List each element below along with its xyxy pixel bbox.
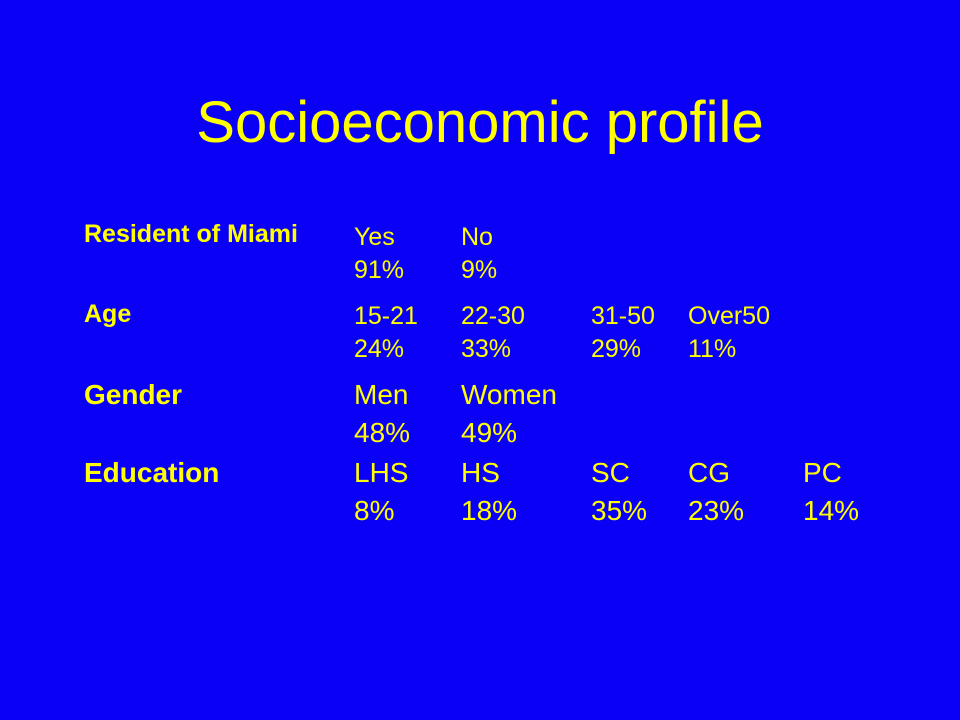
cell-header: 22-30 xyxy=(461,302,525,330)
cell-header: 15-21 xyxy=(354,302,418,330)
table-cell: Women 49% xyxy=(461,376,557,452)
cell-value: 14% xyxy=(803,495,860,526)
cell-header: SC xyxy=(591,457,630,488)
slide-title: Socioeconomic profile xyxy=(196,90,764,155)
cell-value: 18% xyxy=(461,495,518,526)
table-cell: Over50 11% xyxy=(688,300,770,366)
row-age: Age 15-21 24% 22-30 33% 31-50 29% Over50… xyxy=(84,298,884,378)
cell-header: 31-50 xyxy=(591,302,655,330)
table-cell: 31-50 29% xyxy=(591,300,655,366)
table-cell: PC 14% xyxy=(803,454,859,530)
row-label: Gender xyxy=(84,379,183,410)
cell-header: Yes xyxy=(354,223,395,251)
cell-value: 91% xyxy=(354,256,405,284)
row-label: Age xyxy=(84,300,132,328)
table-cell: Men 48% xyxy=(354,376,410,452)
cell-header: No xyxy=(461,223,493,251)
row-education: Education LHS 8% HS 18% SC 35% CG 23% PC… xyxy=(84,454,884,534)
cell-value: 48% xyxy=(354,417,411,448)
table-cell: SC 35% xyxy=(591,454,647,530)
table-cell: No 9% xyxy=(461,221,497,287)
cell-header: Women xyxy=(461,379,557,410)
cell-header: Over50 xyxy=(688,302,770,330)
table-cell: LHS 8% xyxy=(354,454,408,530)
cell-header: LHS xyxy=(354,457,409,488)
cell-value: 35% xyxy=(591,495,648,526)
table-cell: Yes 91% xyxy=(354,221,404,287)
row-label: Education xyxy=(84,457,220,488)
cell-value: 23% xyxy=(688,495,745,526)
row-resident-of-miami: Resident of Miami Yes 91% No 9% xyxy=(84,218,884,298)
cell-value: 24% xyxy=(354,335,405,363)
cell-value: 29% xyxy=(591,335,642,363)
cell-header: Men xyxy=(354,379,409,410)
table-cell: 15-21 24% xyxy=(354,300,418,366)
cell-value: 49% xyxy=(461,417,518,448)
cell-value: 8% xyxy=(354,495,395,526)
cell-header: PC xyxy=(803,457,842,488)
row-label: Resident of Miami xyxy=(84,220,298,248)
table-cell: 22-30 33% xyxy=(461,300,525,366)
cell-header: HS xyxy=(461,457,500,488)
cell-value: 33% xyxy=(461,335,512,363)
row-gender: Gender Men 48% Women 49% xyxy=(84,376,884,456)
table-cell: HS 18% xyxy=(461,454,517,530)
cell-value: 9% xyxy=(461,256,498,284)
table-cell: CG 23% xyxy=(688,454,744,530)
cell-header: CG xyxy=(688,457,730,488)
cell-value: 11% xyxy=(688,335,737,363)
